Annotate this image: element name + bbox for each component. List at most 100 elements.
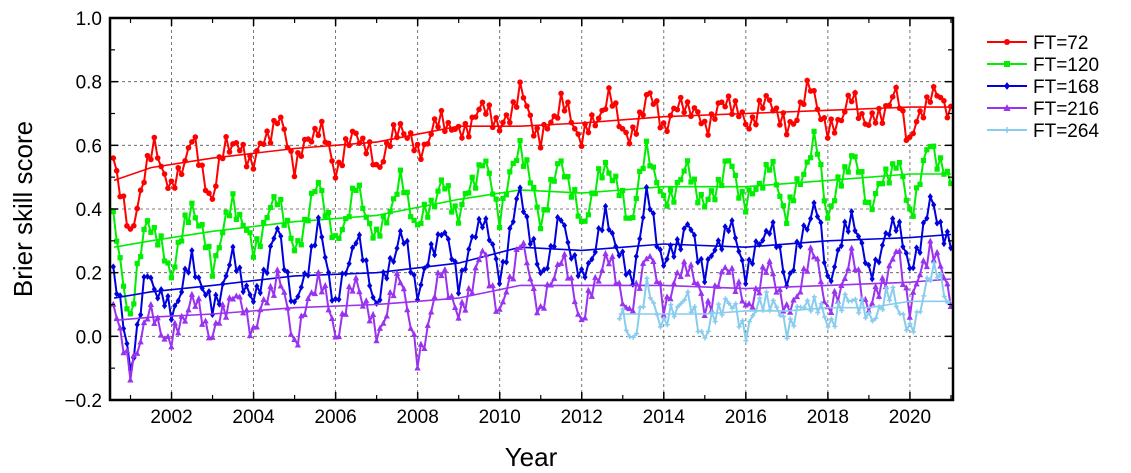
data-point: [582, 121, 588, 127]
data-point: [195, 295, 202, 302]
data-point: [476, 106, 482, 113]
data-point: [756, 97, 763, 104]
data-point: [384, 274, 390, 282]
data-point: [640, 165, 646, 172]
data-point: [767, 167, 773, 173]
data-point: [390, 122, 397, 128]
data-point: [558, 158, 564, 164]
data-point: [226, 149, 233, 155]
data-point: [312, 125, 318, 132]
data-point: [643, 138, 650, 144]
data-point: [158, 163, 164, 170]
data-point: [769, 270, 777, 277]
data-point: [842, 291, 848, 297]
data-point: [821, 115, 828, 121]
data-point: [520, 95, 527, 101]
data-point: [708, 188, 715, 194]
data-point: [486, 170, 492, 176]
data-point: [787, 316, 793, 322]
data-point: [773, 105, 780, 111]
data-point: [797, 242, 803, 250]
data-point: [322, 282, 329, 289]
data-point: [503, 288, 510, 295]
data-point: [712, 319, 718, 325]
data-point: [869, 110, 875, 116]
data-point: [568, 194, 574, 200]
data-point: [927, 99, 934, 105]
data-point: [254, 282, 260, 290]
data-point: [230, 191, 236, 197]
data-point: [862, 295, 869, 302]
data-point: [394, 244, 400, 252]
data-point: [523, 259, 531, 266]
y-tick-label: 1.0: [76, 9, 102, 30]
data-point: [305, 272, 311, 279]
data-point: [373, 337, 380, 344]
data-point: [534, 125, 540, 132]
data-point: [760, 307, 766, 313]
data-point: [257, 243, 263, 250]
data-point: [247, 153, 253, 159]
data-point: [510, 275, 517, 282]
data-point: [472, 264, 479, 271]
data-point: [356, 182, 363, 188]
data-point: [787, 269, 793, 277]
data-point: [370, 235, 376, 241]
data-point: [814, 213, 821, 220]
data-point: [342, 310, 349, 317]
data-point: [845, 169, 851, 175]
data-point: [254, 236, 260, 242]
data-point: [449, 255, 455, 263]
data-point: [671, 199, 677, 205]
data-point: [148, 156, 154, 163]
data-point: [910, 213, 916, 219]
data-point: [222, 313, 230, 320]
data-point: [811, 294, 817, 300]
data-point: [596, 166, 602, 172]
data-point: [945, 300, 951, 306]
data-point: [301, 311, 308, 318]
data-point: [466, 190, 472, 196]
data-point: [896, 247, 903, 254]
data-point: [626, 140, 633, 147]
data-point: [424, 140, 431, 147]
data-point: [209, 196, 216, 202]
data-point: [455, 220, 462, 226]
data-point: [366, 139, 373, 145]
data-point: [842, 218, 848, 226]
data-point: [151, 319, 158, 326]
data-point: [763, 289, 769, 295]
data-point: [930, 83, 937, 90]
data-point: [739, 188, 745, 195]
data-point: [725, 227, 732, 235]
data-point: [916, 271, 924, 278]
data-point: [325, 306, 332, 313]
data-point: [295, 293, 301, 301]
data-point: [473, 185, 479, 191]
data-point: [158, 331, 165, 338]
data-point: [151, 225, 157, 231]
data-point: [137, 338, 144, 345]
data-point: [432, 251, 438, 259]
data-point: [243, 282, 250, 290]
data-point: [287, 330, 295, 337]
data-point: [777, 193, 783, 199]
data-point: [910, 329, 916, 335]
data-point: [818, 301, 824, 307]
data-point: [746, 319, 752, 325]
legend-item: FT=72: [987, 33, 1088, 54]
data-point: [585, 212, 592, 218]
data-point: [667, 295, 674, 302]
data-point: [298, 242, 304, 248]
data-point: [270, 291, 278, 298]
data-point: [595, 115, 602, 122]
data-point: [123, 347, 131, 354]
data-point: [363, 214, 369, 220]
data-point: [425, 214, 431, 220]
data-point: [582, 218, 588, 224]
data-point: [866, 261, 872, 269]
data-point: [326, 209, 332, 216]
data-point: [199, 162, 205, 169]
data-point: [295, 238, 301, 244]
data-point: [619, 126, 626, 132]
